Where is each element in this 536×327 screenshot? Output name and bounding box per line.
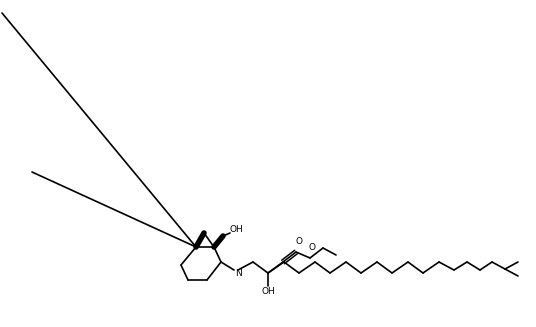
Text: OH: OH [229, 226, 243, 234]
Text: OH: OH [261, 287, 275, 297]
Text: O: O [295, 236, 302, 246]
Text: O: O [309, 244, 316, 252]
Text: N: N [236, 269, 242, 279]
